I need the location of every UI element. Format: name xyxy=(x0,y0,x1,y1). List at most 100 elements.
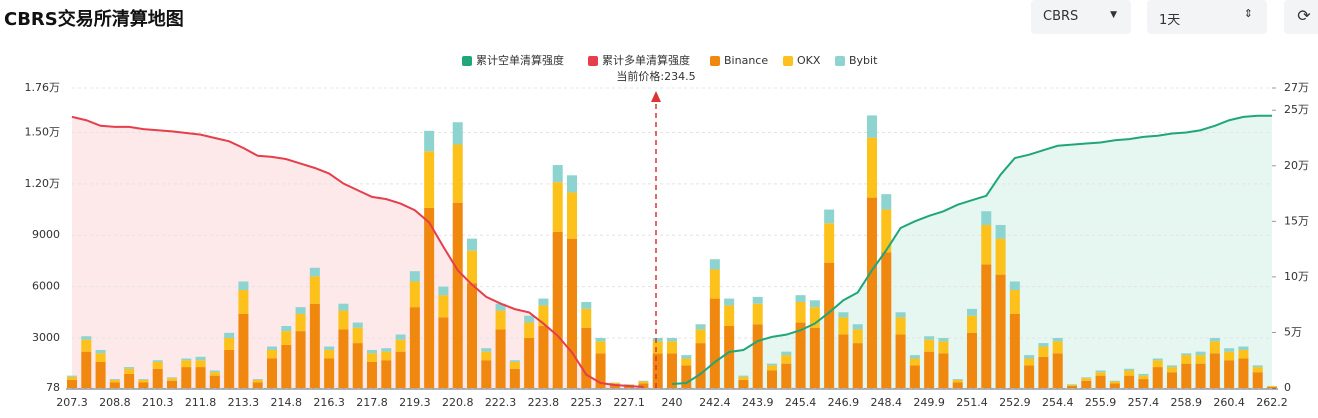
bar-segment xyxy=(1124,370,1135,376)
refresh-button[interactable]: ⟳ xyxy=(1284,0,1318,34)
bar-segment xyxy=(667,353,677,388)
bar-segment xyxy=(809,300,820,308)
x-tick-label: 243.9 xyxy=(742,396,774,409)
select-text: 1天 xyxy=(1159,13,1181,28)
y-tick-label: 3000 xyxy=(32,331,60,344)
bar-segment xyxy=(552,165,563,183)
bar-segment xyxy=(1181,363,1192,388)
legend-swatch xyxy=(835,56,845,66)
page-title: CBRS交易所清算地图 xyxy=(4,9,184,30)
bar-segment xyxy=(1095,370,1106,373)
x-tick-label: 207.3 xyxy=(56,396,88,409)
bar-segment xyxy=(724,305,735,326)
y-tick-label: 9000 xyxy=(32,228,60,241)
bar-segment xyxy=(481,360,492,388)
bar-segment xyxy=(1052,341,1063,354)
bar-segment xyxy=(152,368,163,388)
bar-segment xyxy=(824,209,835,224)
x-tick-label: 242.4 xyxy=(699,396,731,409)
x-tick-label: 208.8 xyxy=(99,396,131,409)
bar-segment xyxy=(567,238,577,388)
bar-segment xyxy=(1181,355,1192,364)
y-tick-label: 78 xyxy=(46,381,60,394)
bar-segment xyxy=(381,360,392,388)
line xyxy=(671,114,1272,385)
bar-segment xyxy=(195,360,206,368)
bar-segment xyxy=(1095,375,1106,388)
bar-segment xyxy=(752,324,763,388)
bar-segment xyxy=(438,295,449,318)
bar-segment xyxy=(581,308,592,328)
bar-segment xyxy=(1038,356,1049,388)
bar-segment xyxy=(981,264,992,388)
x-tick-label: 251.4 xyxy=(956,396,988,409)
x-tick-label: 225.3 xyxy=(571,396,603,409)
bar-segment xyxy=(738,379,749,388)
bar-segment xyxy=(1024,355,1035,359)
x-tick-label: 252.9 xyxy=(999,396,1031,409)
x-tick-label: 219.3 xyxy=(399,396,431,409)
bar-segment xyxy=(1267,386,1277,388)
bar-segment xyxy=(338,329,349,388)
bar-segment xyxy=(252,379,263,383)
bar-segment xyxy=(709,259,720,270)
bar-segment xyxy=(295,314,306,332)
x-tick-label: 262.2 xyxy=(1256,396,1288,409)
bar-segment xyxy=(352,327,363,344)
x-tick-label: 213.3 xyxy=(228,396,260,409)
bar-segment xyxy=(195,356,206,361)
bar-segment xyxy=(438,286,449,296)
bar-segment xyxy=(1267,386,1277,387)
bar-segment xyxy=(695,329,706,344)
bar-segment xyxy=(667,341,677,354)
caret: ▼ xyxy=(1110,10,1117,20)
bar-segment xyxy=(67,375,77,377)
bar-segment xyxy=(81,336,92,340)
bar-segment xyxy=(552,182,563,232)
bar-segment xyxy=(381,348,392,352)
bar-segment xyxy=(852,329,863,344)
bar-segment xyxy=(924,336,935,340)
range-select[interactable]: 1天 ⇕ xyxy=(1147,0,1267,34)
bar-segment xyxy=(509,360,520,362)
bar-segment xyxy=(295,331,306,388)
bar-segment xyxy=(767,363,777,366)
x-tick-label: 248.4 xyxy=(871,396,903,409)
bar-segment xyxy=(952,379,963,380)
x-tick-label: 210.3 xyxy=(142,396,174,409)
annotation: 当前价格:234.5 xyxy=(616,69,695,83)
bar-segment xyxy=(595,353,606,388)
bar-segment xyxy=(181,360,192,368)
bar-segment xyxy=(1081,377,1092,379)
bar-segment xyxy=(967,308,977,316)
bar-segment xyxy=(795,302,806,323)
select-text: CBRS xyxy=(1043,9,1079,24)
bar-segment xyxy=(752,303,763,325)
bar-segment xyxy=(1067,384,1077,386)
bar-segment xyxy=(909,355,920,359)
bar-segment xyxy=(981,224,992,265)
y-tick-label: 6000 xyxy=(32,280,60,293)
bar-segment xyxy=(1238,346,1249,350)
bar-segment xyxy=(138,379,149,380)
bar-segment xyxy=(95,361,106,388)
bar-segment xyxy=(609,382,620,385)
symbol-select[interactable]: CBRS ▼ xyxy=(1031,0,1131,34)
bar-segment xyxy=(1124,375,1135,388)
bar-segment xyxy=(1152,367,1163,388)
y2-tick-label: 20万 xyxy=(1284,159,1309,172)
bar-segment xyxy=(238,290,249,315)
bar-segment xyxy=(524,337,535,388)
bar-segment xyxy=(838,312,849,318)
bar-segment xyxy=(195,367,206,388)
legend-label: 累计多单清算强度 xyxy=(602,53,690,67)
bar-segment xyxy=(1038,346,1049,357)
bar-segment xyxy=(538,325,549,388)
y2-tick-label: 25万 xyxy=(1284,103,1309,116)
bar-segment xyxy=(938,337,949,342)
bar-segment xyxy=(909,358,920,366)
bar-segment xyxy=(467,238,477,251)
bar-segment xyxy=(1152,358,1163,361)
bar-segment xyxy=(67,379,77,388)
